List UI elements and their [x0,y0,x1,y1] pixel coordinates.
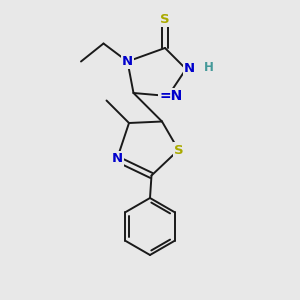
Text: N: N [111,152,123,166]
Text: N: N [122,55,133,68]
Text: S: S [174,143,183,157]
Text: =N: =N [159,89,183,103]
Text: S: S [160,13,170,26]
Text: N: N [184,62,195,76]
Text: H: H [204,61,213,74]
